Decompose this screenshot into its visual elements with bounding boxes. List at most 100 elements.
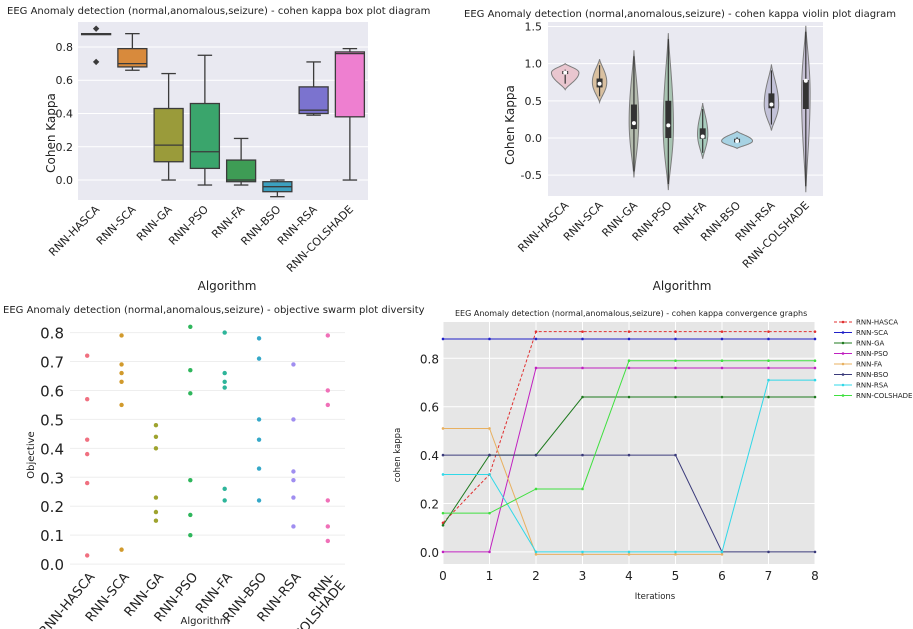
convergence-point	[488, 453, 491, 457]
swarm-point	[325, 402, 331, 408]
convergence-point	[674, 330, 677, 333]
box-outlier	[92, 58, 100, 66]
swarm-point	[222, 330, 227, 335]
convergence-point	[534, 550, 538, 554]
violin-plot-title: EEG Anomaly detection (normal,anomalous,…	[464, 9, 896, 20]
convergence-y-tick-label: 0.2	[420, 498, 439, 512]
violin-median-dot	[803, 78, 808, 83]
violin-iqr-box	[630, 104, 637, 130]
swarm-point	[188, 391, 193, 396]
convergence-point	[581, 453, 584, 457]
violin-median-dot	[597, 81, 602, 86]
swarm-point	[291, 524, 296, 529]
swarm-point	[119, 370, 124, 376]
box-x-tick-label: RNN-HASCA	[46, 203, 102, 259]
legend-label: RNN-COLSHADE	[856, 392, 912, 400]
legend-label: RNN-SCA	[856, 329, 888, 337]
convergence-x-tick-label: 5	[672, 569, 680, 583]
convergence-point	[488, 337, 491, 341]
convergence-y-axis-label: cohen kappa	[393, 428, 403, 483]
convergence-y-tick-label: 0.8	[420, 352, 439, 366]
convergence-x-axis-label: Iterations	[635, 592, 676, 602]
swarm-point	[291, 495, 296, 500]
convergence-point	[627, 453, 631, 457]
convergence-point	[488, 427, 491, 430]
legend-marker	[841, 352, 845, 355]
convergence-point	[674, 337, 677, 341]
convergence-x-tick-label: 4	[625, 569, 633, 583]
convergence-point	[581, 553, 584, 556]
swarm-point	[188, 324, 193, 329]
box-outlier	[92, 25, 100, 32]
swarm-point	[222, 498, 227, 503]
legend-label: RNN-RSA	[856, 382, 888, 390]
convergence-x-tick-label: 0	[439, 569, 447, 583]
box-body	[153, 107, 184, 163]
convergence-point	[627, 359, 631, 363]
convergence-point	[581, 395, 584, 399]
convergence-point	[813, 337, 817, 341]
convergence-point	[767, 337, 770, 341]
convergence-point	[534, 553, 538, 556]
swarm-y-tick-label: 0.0	[40, 556, 64, 574]
violin-iqr-box	[665, 100, 672, 138]
convergence-point	[674, 395, 677, 399]
convergence-x-tick-label: 3	[579, 569, 587, 583]
convergence-point	[627, 366, 631, 370]
convergence-point	[813, 366, 817, 370]
swarm-plot-x-axis-label: Algorithm	[181, 616, 230, 627]
swarm-y-tick-label: 0.1	[40, 527, 64, 545]
convergence-point	[441, 523, 445, 527]
convergence-point	[488, 473, 491, 476]
swarm-point	[153, 518, 159, 523]
legend-label: RNN-GA	[856, 340, 885, 348]
convergence-x-tick-label: 6	[718, 569, 726, 583]
convergence-x-tick-label: 7	[765, 569, 773, 583]
box-x-tick-label: RNN-PSO	[166, 203, 211, 248]
violin-median-dot	[700, 134, 705, 139]
legend-label: RNN-BSO	[856, 371, 889, 379]
convergence-y-tick-label: 0.4	[420, 449, 439, 463]
convergence-point	[720, 366, 724, 370]
convergence-x-tick-label: 1	[486, 569, 494, 583]
box-y-tick-label: 0.4	[56, 107, 74, 120]
violin-median-dot	[735, 138, 740, 143]
convergence-point	[674, 553, 677, 556]
convergence-point	[720, 330, 724, 333]
violin-plot-y-axis-label: Cohen Kappa	[503, 85, 517, 165]
convergence-panel: EEG Anomaly detection (normal,anomalous,…	[393, 309, 912, 602]
swarm-point	[84, 451, 90, 457]
swarm-point	[84, 480, 90, 486]
legend-marker	[841, 383, 845, 387]
box-plot-x-axis-label: Algorithm	[198, 279, 257, 293]
swarm-point	[153, 434, 159, 439]
box-body	[117, 47, 148, 68]
convergence-point	[534, 330, 538, 333]
convergence-x-tick-label: 8	[811, 569, 819, 583]
box-x-tick-label: RNN-COLSHADE	[284, 203, 356, 275]
convergence-point	[441, 337, 445, 341]
convergence-point	[767, 395, 770, 399]
swarm-y-tick-label: 0.4	[40, 440, 64, 458]
swarm-point	[153, 509, 159, 515]
swarm-point	[153, 422, 159, 428]
convergence-point	[581, 550, 584, 554]
convergence-point	[627, 553, 631, 556]
swarm-point	[256, 417, 262, 422]
convergence-y-tick-label: 0.6	[420, 401, 439, 415]
convergence-point	[441, 511, 445, 515]
swarm-y-tick-label: 0.8	[40, 325, 64, 343]
swarm-y-tick-label: 0.5	[40, 411, 64, 429]
swarm-point	[84, 396, 90, 402]
swarm-point	[188, 512, 193, 518]
swarm-point	[256, 466, 262, 471]
convergence-point	[767, 550, 770, 554]
violin-plot-panel: EEG Anomaly detection (normal,anomalous,…	[464, 9, 896, 293]
box-plot-title: EEG Anomaly detection (normal,anomalous,…	[7, 6, 430, 17]
convergence-point	[720, 553, 724, 556]
swarm-point	[119, 379, 124, 384]
convergence-point	[720, 337, 724, 341]
convergence-point	[720, 359, 724, 363]
convergence-y-tick-label: 0.0	[420, 546, 439, 560]
